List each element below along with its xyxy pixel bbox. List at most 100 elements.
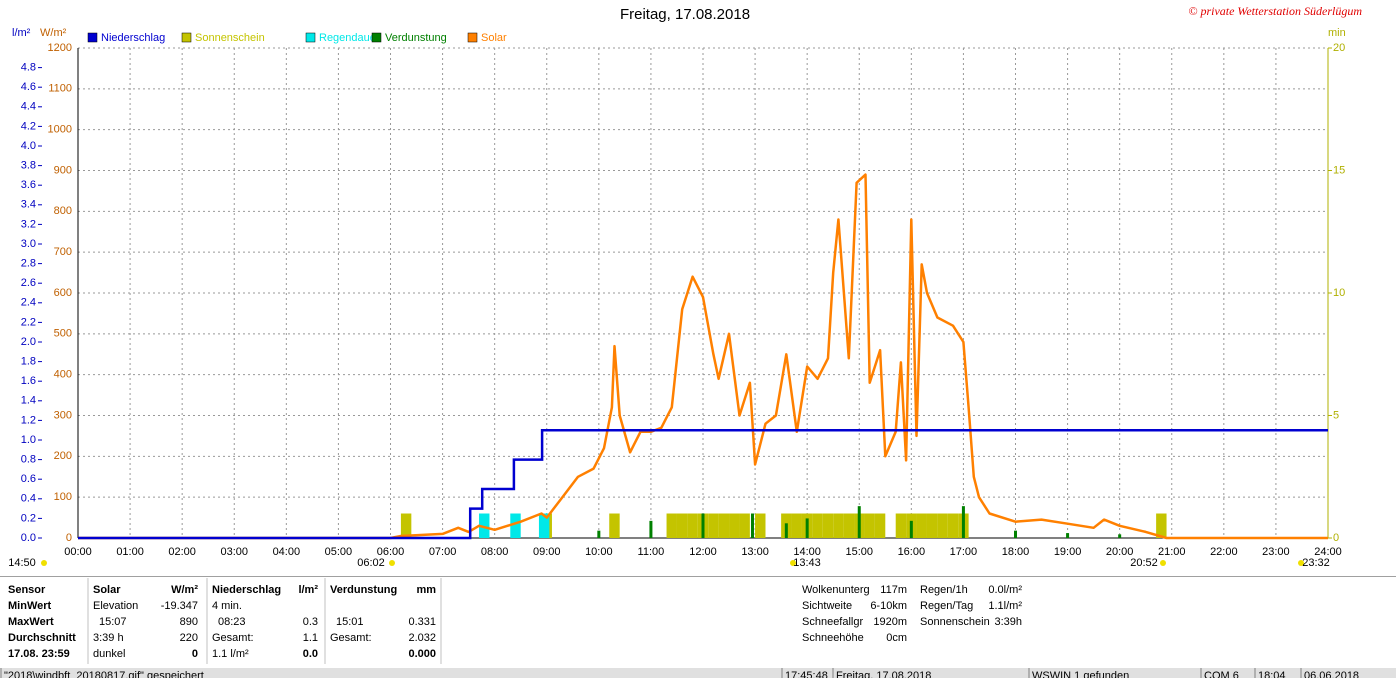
- y3-axis-label: min: [1328, 27, 1346, 39]
- stats-header: Verdunstung: [330, 584, 397, 596]
- legend-label: Sonnenschein: [195, 32, 265, 44]
- info-label: Schneehöhe: [802, 632, 864, 644]
- marker-dot: [389, 560, 395, 566]
- stats-row-label: MaxWert: [8, 616, 54, 628]
- status-bar: [0, 668, 1396, 678]
- bar: [812, 513, 823, 538]
- status-text: 18:04: [1258, 670, 1286, 678]
- x-tick-label: 03:00: [220, 546, 248, 558]
- x-tick-label: 11:00: [638, 546, 665, 558]
- info-label: Sichtweite: [802, 600, 852, 612]
- stats-row-label: 17.08. 23:59: [8, 648, 70, 660]
- stats-header: Solar: [93, 584, 121, 596]
- x-tick-label: 02:00: [168, 546, 196, 558]
- x-tick-label: 05:00: [325, 546, 353, 558]
- line: [78, 173, 1328, 540]
- y2-tick-label: 1.8: [21, 356, 36, 368]
- stats-row-label: MinWert: [8, 600, 52, 612]
- stats-value: 2.032: [408, 632, 436, 644]
- stats-cell: Gesamt:: [330, 632, 372, 644]
- y2-tick-label: 4.0: [21, 140, 36, 152]
- bar: [479, 513, 490, 538]
- y3-tick-label: 10: [1333, 287, 1345, 299]
- stats-value: 0.331: [408, 616, 436, 628]
- x-tick-label: 15:00: [845, 546, 873, 558]
- status-text: WSWIN 1 gefunden: [1032, 670, 1129, 678]
- x-tick-label: 18:00: [1002, 546, 1030, 558]
- legend-label: Solar: [481, 32, 507, 44]
- y2-tick-label: 4.4: [21, 101, 36, 113]
- x-tick-label: 20:00: [1106, 546, 1134, 558]
- status-text: 06.06.2018: [1304, 670, 1359, 678]
- x-tick-label: 23:00: [1262, 546, 1290, 558]
- marker-label: 20:52: [1130, 557, 1158, 569]
- y2-tick-label: 1.2: [21, 414, 36, 426]
- y-tick-label: 500: [54, 328, 72, 340]
- spike: [597, 530, 601, 538]
- marker-dot: [1298, 560, 1304, 566]
- stats-unit: l/m²: [298, 584, 318, 596]
- stats-row-label: Durchschnitt: [8, 632, 76, 644]
- stats-unit: W/m²: [171, 584, 198, 596]
- marker-dot: [41, 560, 47, 566]
- legend-swatch: [371, 32, 382, 43]
- bar: [510, 513, 521, 538]
- x-tick-label: 07:00: [429, 546, 457, 558]
- bar: [676, 513, 688, 538]
- bar: [538, 513, 550, 538]
- info-value: 0cm: [886, 632, 907, 644]
- info-label: Schneefallgr: [802, 616, 863, 628]
- stats-row-label: Sensor: [8, 584, 46, 596]
- y-tick-label: 900: [54, 164, 72, 176]
- stats-value: 220: [180, 632, 198, 644]
- x-tick-label: 19:00: [1054, 546, 1082, 558]
- y3-tick-label: 20: [1333, 42, 1345, 54]
- x-tick-label: 14:00: [793, 546, 821, 558]
- stats-cell: Elevation: [93, 600, 138, 612]
- x-tick-label: 13:00: [741, 546, 769, 558]
- y-tick-label: 1000: [48, 124, 72, 136]
- y2-tick-label: 2.4: [21, 297, 36, 309]
- bar: [926, 513, 938, 538]
- marker-label: 13:43: [793, 557, 821, 569]
- marker-label: 14:50: [8, 557, 36, 569]
- y2-tick-label: 2.2: [21, 316, 36, 328]
- bar: [708, 513, 719, 538]
- stats-value: 0.000: [408, 648, 436, 660]
- y-tick-label: 100: [54, 491, 72, 503]
- y-tick-label: 200: [54, 450, 72, 462]
- bar: [822, 513, 834, 538]
- y2-tick-label: 0.0: [21, 532, 36, 544]
- stats-value: 0.0: [303, 648, 318, 660]
- status-text: COM 6: [1204, 670, 1239, 678]
- y2-tick-label: 0.6: [21, 473, 36, 485]
- stats-cell: 1.1 l/m²: [212, 648, 249, 660]
- bar: [609, 513, 620, 538]
- spike: [1014, 530, 1017, 538]
- y2-tick-label: 4.6: [21, 81, 36, 93]
- x-tick-label: 16:00: [898, 546, 926, 558]
- bar: [739, 513, 750, 538]
- spike: [750, 513, 754, 538]
- x-tick-label: 22:00: [1210, 546, 1238, 558]
- x-tick-label: 24:00: [1314, 546, 1342, 558]
- bar: [400, 513, 412, 538]
- y-tick-label: 800: [54, 205, 72, 217]
- y-tick-label: 400: [54, 369, 72, 381]
- info-label: Regen/1h: [920, 584, 968, 596]
- stats-cell: 3:39 h: [93, 632, 124, 644]
- info-value: 3:39h: [994, 616, 1022, 628]
- marker-dot: [790, 560, 796, 566]
- stats-cell: 08:23: [218, 616, 246, 628]
- y2-tick-label: 1.6: [21, 375, 36, 387]
- status-text: "2018\windbft_20180817.gif" gespeichert: [4, 670, 204, 678]
- x-tick-label: 12:00: [689, 546, 717, 558]
- bar: [916, 513, 927, 538]
- stats-value: -19.347: [161, 600, 198, 612]
- x-tick-label: 08:00: [481, 546, 509, 558]
- y3-tick-label: 0: [1333, 532, 1339, 544]
- spike: [961, 506, 965, 538]
- x-tick-label: 01:00: [116, 546, 144, 558]
- y2-tick-label: 1.4: [21, 395, 36, 407]
